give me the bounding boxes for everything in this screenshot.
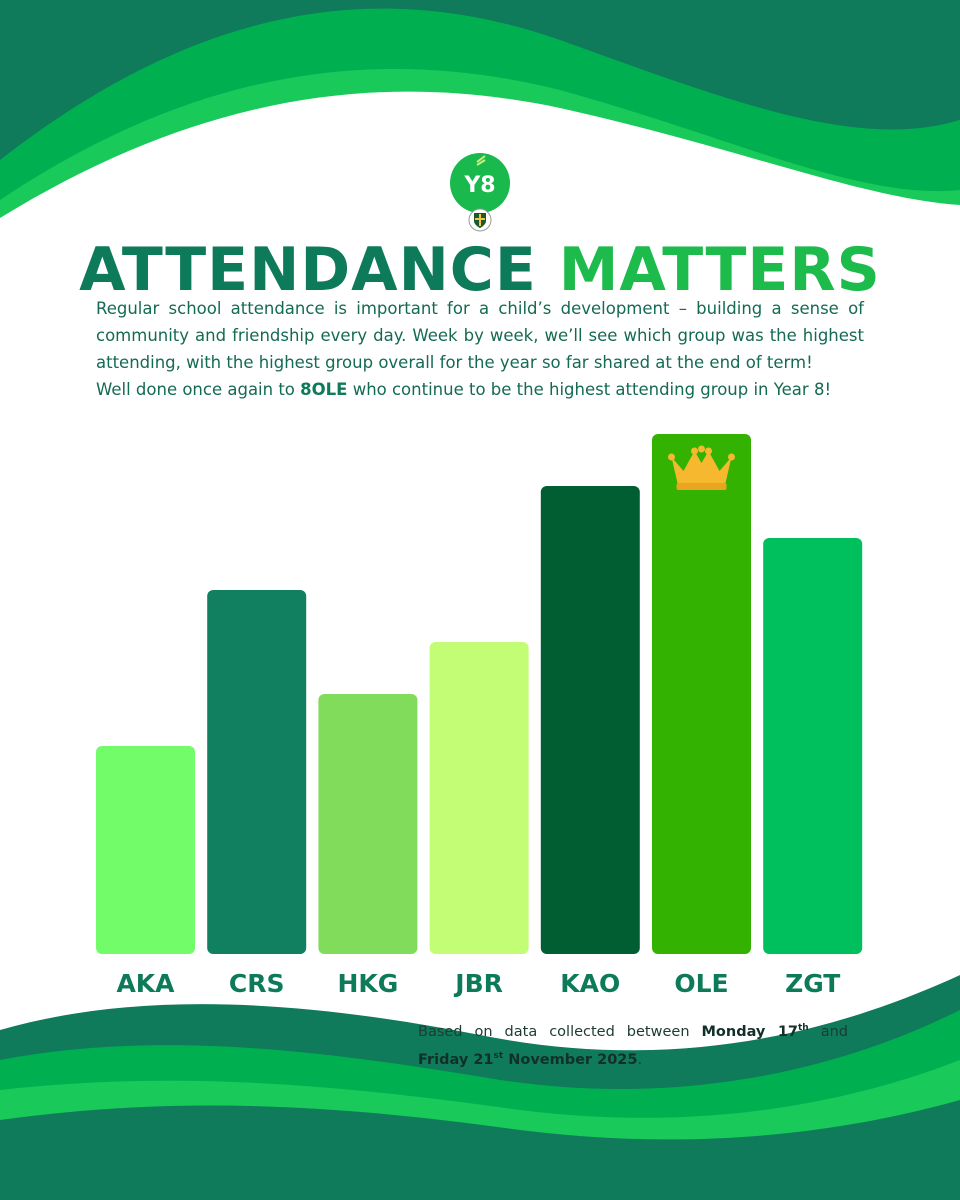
intro-p2-after: who continue to be the highest attending… <box>347 380 832 399</box>
footnote-date2-rest: November 2025 <box>503 1051 638 1068</box>
category-label-hkg: HKG <box>337 969 398 998</box>
category-label-zgt: ZGT <box>785 969 840 998</box>
footnote-middle: and <box>808 1023 848 1040</box>
footnote-date2: Friday 21 <box>418 1051 494 1068</box>
bar-zgt <box>763 538 863 954</box>
page-title: ATTENDANCE MATTERS <box>0 232 960 308</box>
category-label-aka: AKA <box>116 969 175 998</box>
title-part-matters: MATTERS <box>558 235 881 305</box>
category-label-crs: CRS <box>229 969 285 998</box>
school-crest-icon <box>468 208 492 232</box>
bar-jbr <box>429 642 529 954</box>
category-label-jbr: JBR <box>453 969 503 998</box>
footnote-before: Based on data collected between <box>418 1023 702 1040</box>
intro-paragraph-2: Well done once again to 8OLE who continu… <box>96 376 864 403</box>
bar-aka <box>96 746 195 954</box>
footnote-date-start: Monday 17th <box>701 1023 809 1040</box>
logo-text: Y8 <box>463 173 495 198</box>
bar-hkg <box>318 694 418 954</box>
crown-icon <box>668 445 735 490</box>
footnote-date1-sup: th <box>798 1023 809 1033</box>
footnote-date1: Monday 17 <box>701 1023 799 1040</box>
data-footnote: Based on data collected between Monday 1… <box>418 1016 848 1072</box>
intro-text: Regular school attendance is important f… <box>96 295 864 403</box>
footnote-date2-sup: st <box>493 1050 504 1061</box>
category-label-ole: OLE <box>674 969 728 998</box>
category-label-kao: KAO <box>560 969 620 998</box>
bar-ole <box>652 434 751 954</box>
bar-kao <box>540 486 640 954</box>
bar-crs <box>207 590 307 954</box>
footnote-date-end: Friday 21st November 2025 <box>418 1050 638 1068</box>
y8-logo: Y8 <box>450 153 510 232</box>
intro-p2-before: Well done once again to <box>96 380 301 399</box>
intro-paragraph-1: Regular school attendance is important f… <box>96 299 864 372</box>
title-part-attendance: ATTENDANCE <box>79 235 537 305</box>
highlight-group-name: 8OLE <box>300 380 348 399</box>
footnote-end: . <box>637 1051 643 1068</box>
